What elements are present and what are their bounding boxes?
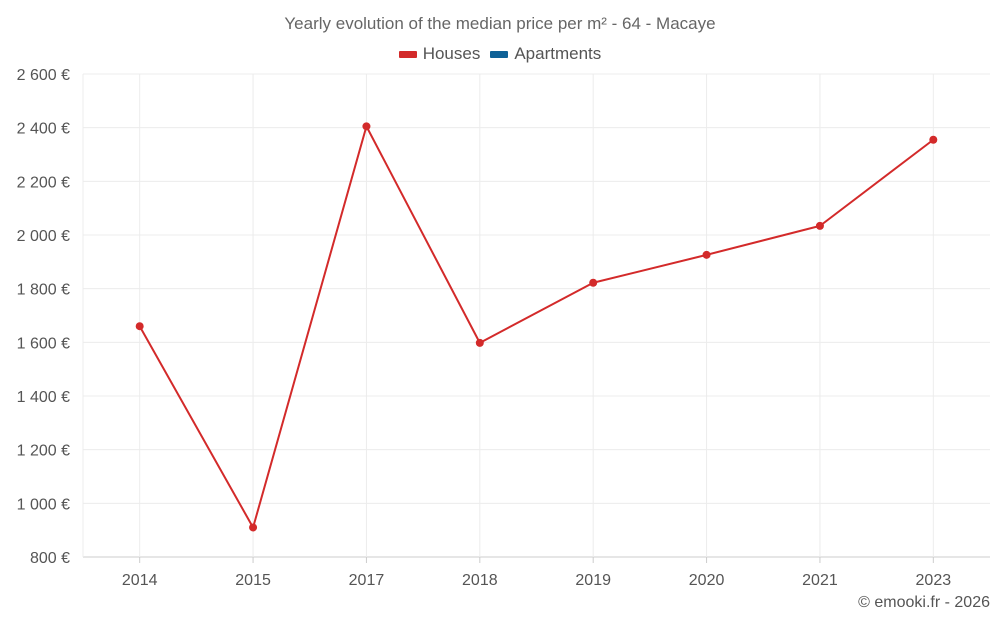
x-tick-label: 2023 [916, 572, 952, 589]
y-tick-label: 1 200 € [17, 443, 70, 460]
y-tick-label: 800 € [30, 550, 70, 567]
y-tick-label: 1 400 € [17, 389, 70, 406]
x-tick-label: 2019 [575, 572, 611, 589]
x-tick-label: 2020 [689, 572, 725, 589]
y-tick-label: 2 000 € [17, 228, 70, 245]
data-point-houses [362, 122, 371, 131]
data-point-houses [815, 221, 824, 230]
series-line-houses [138, 125, 934, 529]
legend-swatch-houses [398, 50, 417, 58]
legend: Houses Apartments [0, 44, 1000, 64]
series-houses [135, 122, 938, 532]
y-axis: 800 € 1 000 € 1 200 € 1 400 € 1 600 € 1 800 €… [17, 67, 70, 567]
x-tick-label: 2014 [122, 572, 158, 589]
legend-swatch-apartments [490, 50, 509, 58]
credit-text: © emooki.fr - 2026 [858, 594, 990, 611]
data-point-houses [589, 278, 598, 287]
x-tick-label: 2015 [235, 572, 271, 589]
data-point-houses [475, 338, 484, 347]
y-tick-label: 2 400 € [17, 121, 70, 138]
legend-label-apartments: Apartments [514, 44, 602, 63]
x-tick-label: 2021 [802, 572, 838, 589]
data-point-houses [135, 322, 144, 331]
data-point-houses [249, 523, 258, 532]
y-tick-label: 1 800 € [17, 282, 70, 299]
x-tick-label: 2018 [462, 572, 498, 589]
chart-title: Yearly evolution of the median price per… [284, 14, 716, 33]
data-point-houses [702, 250, 711, 259]
x-tick-label: 2017 [349, 572, 385, 589]
y-tick-label: 2 600 € [17, 67, 70, 84]
legend-item-houses[interactable]: Houses [398, 44, 481, 64]
grid [83, 73, 990, 558]
legend-item-apartments[interactable]: Apartments [490, 44, 601, 64]
data-point-houses [929, 135, 938, 144]
legend-label-houses: Houses [422, 44, 481, 63]
y-tick-label: 1 000 € [17, 496, 70, 513]
x-axis: 2014 2015 2017 2018 2019 2020 2021 2023 [82, 74, 952, 589]
y-tick-label: 1 600 € [17, 335, 70, 352]
y-tick-label: 2 200 € [17, 174, 70, 191]
